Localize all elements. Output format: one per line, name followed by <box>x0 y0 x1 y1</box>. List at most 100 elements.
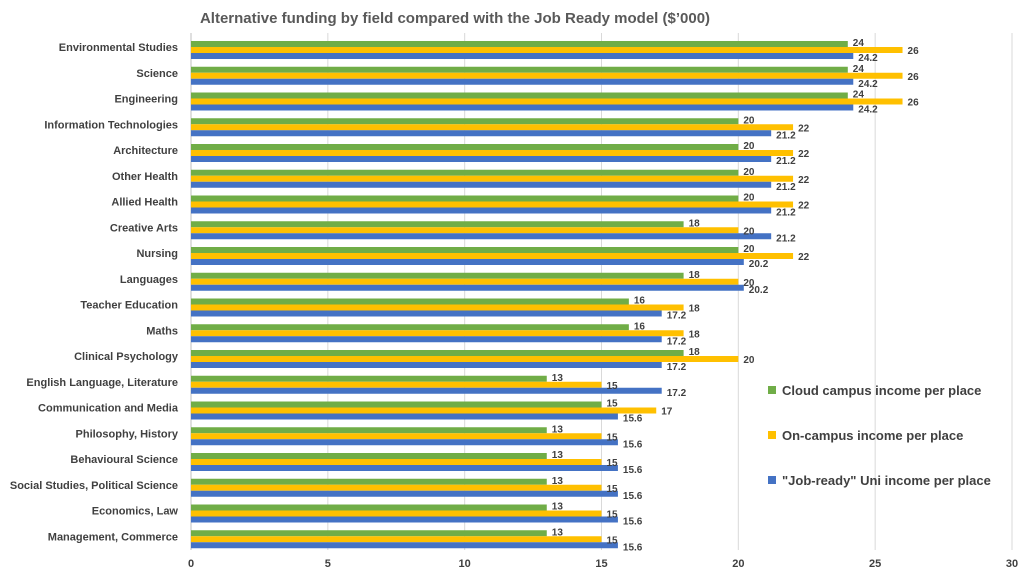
data-label: 16 <box>634 321 646 332</box>
data-label: 24 <box>853 38 865 49</box>
data-label: 21.2 <box>776 156 796 167</box>
category-label: Economics, Law <box>92 506 179 518</box>
data-label: 24.2 <box>858 105 878 116</box>
data-label: 20 <box>743 244 755 255</box>
category-label: Nursing <box>136 248 178 260</box>
bar <box>191 207 772 214</box>
data-label: 18 <box>689 270 701 281</box>
data-label: 18 <box>689 329 701 340</box>
data-label: 18 <box>689 347 701 358</box>
data-label: 15.6 <box>623 414 643 425</box>
x-tick-label: 25 <box>869 558 881 570</box>
bar <box>191 336 662 343</box>
bar <box>191 465 618 471</box>
data-label: 22 <box>798 175 810 186</box>
legend-swatch <box>768 476 776 484</box>
category-label: Creative Arts <box>110 222 178 234</box>
bar <box>191 356 739 362</box>
category-axis: Environmental Studies Science Engineering I… <box>10 42 179 543</box>
bar <box>191 175 794 182</box>
data-label: 15 <box>607 535 619 546</box>
data-label: 15 <box>607 381 619 392</box>
category-label: Clinical Psychology <box>74 351 179 363</box>
bar <box>191 510 602 517</box>
data-label: 24 <box>853 64 865 75</box>
bar <box>191 516 618 523</box>
data-label: 13 <box>552 424 564 435</box>
bar <box>191 278 739 285</box>
legend: Cloud campus income per place On-campus i… <box>768 383 991 488</box>
data-label: 21.2 <box>776 182 796 193</box>
x-tick-label: 15 <box>595 558 607 570</box>
x-tick-label: 5 <box>325 558 331 570</box>
data-label: 22 <box>798 123 810 134</box>
bar <box>191 72 903 79</box>
data-label: 24.2 <box>858 53 878 64</box>
legend-label: On-campus income per place <box>782 428 963 443</box>
data-labels: 242624.2242624.2242624.2202221.2202221.2… <box>552 38 919 553</box>
data-label: 13 <box>552 373 564 384</box>
data-label: 20.2 <box>749 285 769 296</box>
data-label: 15.6 <box>623 517 643 528</box>
data-label: 13 <box>552 502 564 513</box>
data-label: 22 <box>798 201 810 212</box>
x-tick-label: 10 <box>459 558 471 570</box>
data-label: 15 <box>607 399 619 410</box>
data-label: 17 <box>661 407 673 418</box>
data-label: 21.2 <box>776 208 796 219</box>
data-label: 13 <box>552 476 564 487</box>
bar <box>191 53 854 59</box>
category-label: Other Health <box>112 171 178 183</box>
bar <box>191 427 547 434</box>
bar <box>191 310 662 317</box>
bar <box>191 298 629 305</box>
data-label: 15 <box>607 432 619 443</box>
legend-label: Cloud campus income per place <box>782 383 981 398</box>
data-label: 20 <box>743 226 755 237</box>
data-label: 26 <box>908 46 920 57</box>
bar <box>191 324 629 331</box>
chart-title: Alternative funding by field compared wi… <box>200 10 710 27</box>
data-label: 20 <box>743 167 755 178</box>
bar <box>191 221 684 228</box>
bar <box>191 104 854 111</box>
data-label: 24 <box>853 90 865 101</box>
data-label: 15 <box>607 510 619 521</box>
category-label: Teacher Education <box>80 300 178 312</box>
bar <box>191 453 547 459</box>
bar <box>191 433 602 440</box>
data-label: 20 <box>743 355 755 366</box>
data-label: 20 <box>743 193 755 204</box>
value-axis: 0 5 10 15 20 25 30 <box>188 558 1018 570</box>
bar <box>191 381 602 388</box>
bar <box>191 413 618 420</box>
bar <box>191 484 602 491</box>
bar <box>191 387 662 394</box>
category-label: Philosophy, History <box>76 428 179 440</box>
bar <box>191 247 739 253</box>
bar <box>191 41 848 47</box>
bar <box>191 66 848 73</box>
data-label: 21.2 <box>776 130 796 141</box>
data-label: 18 <box>689 218 701 229</box>
bar <box>191 362 662 368</box>
data-label: 17.2 <box>667 362 687 373</box>
bar <box>191 253 794 259</box>
bar <box>191 330 684 337</box>
bar <box>191 304 684 311</box>
bar <box>191 284 744 291</box>
bar <box>191 459 602 465</box>
legend-item: Cloud campus income per place <box>768 383 981 398</box>
data-label: 15 <box>607 458 619 469</box>
data-label: 16 <box>634 296 646 307</box>
data-label: 26 <box>908 72 920 83</box>
category-label: Communication and Media <box>38 403 179 415</box>
x-tick-label: 30 <box>1006 558 1018 570</box>
bar <box>191 401 602 408</box>
bar <box>191 375 547 382</box>
data-label: 20 <box>743 278 755 289</box>
bar <box>191 47 903 53</box>
bar <box>191 530 547 537</box>
category-label: Social Studies, Political Science <box>10 480 178 492</box>
bar <box>191 144 739 150</box>
